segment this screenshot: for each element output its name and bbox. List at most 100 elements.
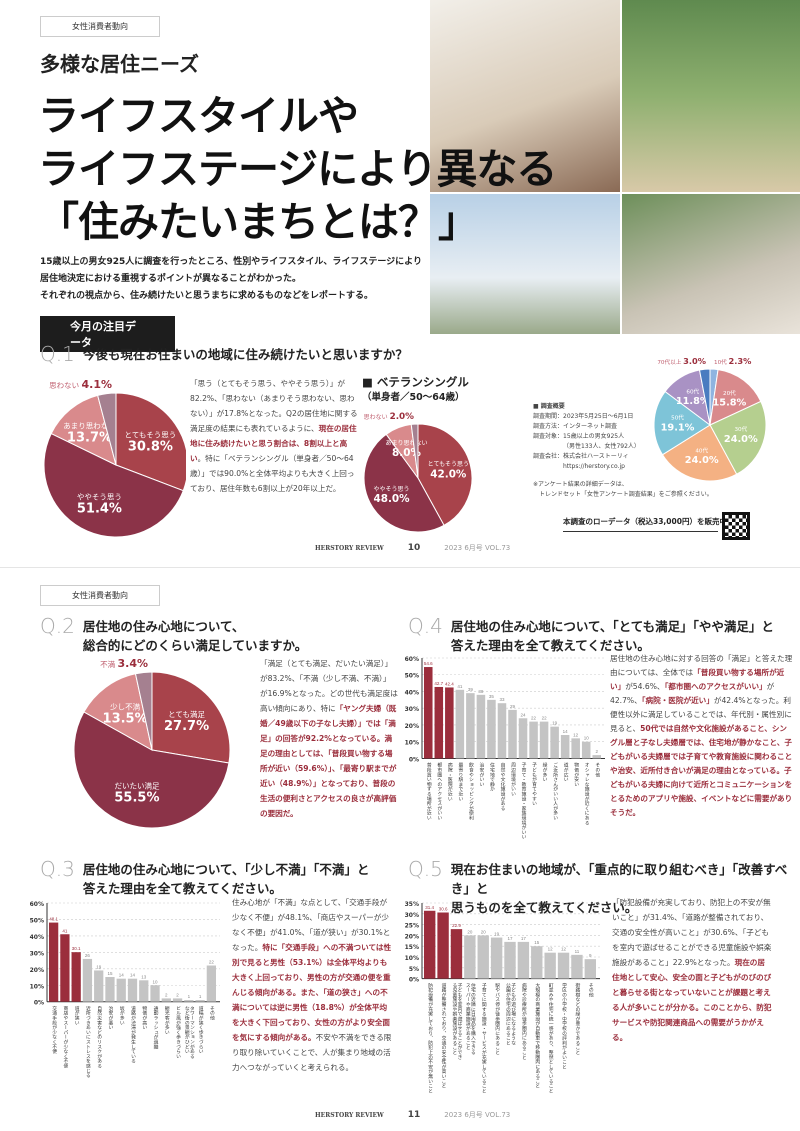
survey-link[interactable]: https://herstory.co.jp bbox=[563, 463, 625, 470]
bar-value-label: 1 bbox=[188, 994, 191, 999]
pie-value: 19.1% bbox=[661, 422, 695, 433]
bar-value-label: 54.6 bbox=[424, 661, 433, 666]
bar bbox=[584, 959, 596, 979]
x-category-label: 物価が高い bbox=[141, 1005, 146, 1030]
q3-body: 住み心地が「不満」な点として、「交通手段が少なく不便」が48.1%、「商店やスー… bbox=[232, 895, 392, 1075]
bar bbox=[139, 980, 149, 1002]
bar-value-label: 19 bbox=[96, 964, 102, 969]
bar-value-label: 22 bbox=[209, 960, 215, 965]
x-category-label: 治安がいい bbox=[478, 762, 483, 787]
title-line: 「住みたいまちとは？」 bbox=[38, 198, 479, 246]
x-category-label: 学区の小学校・中学校の評判がよいこと bbox=[561, 982, 566, 1070]
y-tick-label: 35% bbox=[405, 901, 419, 908]
question-text: 現在お住まいの地域が、「重点的に取り組むべき」「改善すべき」と bbox=[450, 862, 788, 896]
x-category-label: 普段買い物する場所が近い bbox=[426, 762, 431, 821]
bar bbox=[464, 935, 476, 979]
pie-value: 42.0% bbox=[430, 468, 467, 480]
y-tick-label: 60% bbox=[405, 656, 419, 663]
y-tick-label: 50% bbox=[30, 917, 44, 924]
y-tick-label: 10% bbox=[405, 740, 419, 747]
x-category-label: 子どもが育てやすい bbox=[531, 762, 536, 806]
q3-bar-chart: 0% 10% 20% 30% 40% 50% 60% 48.1 交通手段が少なく不便 41 商店やス… bbox=[30, 901, 220, 1078]
y-tick-label: 10% bbox=[30, 983, 44, 990]
pie-slice bbox=[43, 432, 184, 538]
pie-slice bbox=[709, 369, 762, 426]
bar-value-label: 14 bbox=[119, 973, 125, 978]
x-category-label: 防犯設備が充実しており、防犯上の不安が無いこと bbox=[427, 982, 432, 1094]
y-tick-label: 50% bbox=[405, 673, 419, 680]
x-category-label: る児童施設や娯楽施設があること bbox=[451, 983, 456, 1055]
survey-line: 調査方法：インターネット調査 bbox=[533, 423, 618, 430]
body-text: が42.4%となった。利便性以外に満足していることでは、年代別・属性別に見ると、 bbox=[610, 696, 792, 733]
bar-value-label: 2 bbox=[165, 992, 168, 997]
bar-value-label: 29 bbox=[510, 704, 516, 709]
bar bbox=[437, 912, 449, 979]
pie-label: あまり思わない bbox=[63, 422, 116, 431]
bar-value-label: 20 bbox=[467, 929, 473, 934]
bar-value-label: 14 bbox=[563, 729, 569, 734]
q3-heading: Q.3 居住地の住み心地について、「少し不満」「不満」と 答えた理由を全て教えてく… bbox=[40, 858, 369, 898]
bar-value-label: 24 bbox=[521, 712, 527, 717]
body-highlight: 特に「交通手段」への不満ついては性別で見ると男性（53.1%）は全体平均よりも大… bbox=[232, 943, 392, 1042]
x-category-label: 病院・医院が近い bbox=[447, 762, 452, 802]
x-category-label: 道路が整備されており、交通の安全性が高いこと bbox=[441, 982, 446, 1089]
body-highlight: 「ヤング夫婦（既婚／49歳以下の子なし夫婦）」では「満足」の回答が92.2%とな… bbox=[260, 704, 397, 818]
x-category-label: 都市圏へのアクセスがいい bbox=[436, 762, 441, 820]
y-tick-label: 20% bbox=[405, 723, 419, 730]
question-number: Q.4 bbox=[408, 614, 443, 638]
pie-label: 60代 bbox=[686, 387, 699, 395]
x-category-label: 子どもの遊び場になるような bbox=[510, 982, 515, 1046]
pie-value: 48.0% bbox=[374, 493, 411, 505]
qr-code-icon[interactable] bbox=[722, 512, 750, 540]
bar bbox=[477, 935, 489, 979]
x-category-label: 交通手段が少なく不便 bbox=[51, 1005, 56, 1055]
pie-slice bbox=[115, 392, 186, 492]
body-text: が42.7%、 bbox=[610, 682, 775, 705]
x-category-label: 近所づきあいにストレスを感じる bbox=[85, 1005, 90, 1078]
bar-value-label: 39 bbox=[468, 687, 474, 692]
footer-issue: 2023 6月号 VOL.73 bbox=[444, 1111, 511, 1119]
q5-bar-chart: 0% 5% 10% 15% 20% 25% 30% 35% 31.4 防犯設備が充実しており、防犯… bbox=[405, 901, 600, 1094]
x-category-label: 公園が住宅の周辺にあること bbox=[505, 983, 510, 1046]
x-category-label: 子どもを室内で遊ばせることができ bbox=[457, 982, 462, 1060]
x-category-label: 飲食やショッピングが便利 bbox=[468, 762, 473, 821]
pie-slice bbox=[97, 392, 117, 466]
bar bbox=[105, 977, 115, 1002]
y-tick-label: 40% bbox=[405, 689, 419, 696]
pie-value: 11.8% bbox=[676, 396, 710, 407]
bar bbox=[150, 985, 160, 1002]
bar-value-label: 22 bbox=[531, 716, 537, 721]
bar bbox=[184, 1000, 194, 1002]
x-category-label: 最寄り駅まで近い bbox=[457, 762, 462, 802]
x-category-label: 通勤ラッシュが過酷 bbox=[153, 1005, 158, 1050]
y-tick-label: 20% bbox=[405, 933, 419, 940]
bar bbox=[161, 998, 171, 1002]
raw-data-sale-link[interactable]: 本調査のローデータ（税込33,000円）を販売中 ▶ bbox=[563, 516, 735, 532]
bar-value-label: 12 bbox=[548, 947, 554, 952]
y-tick-label: 30% bbox=[30, 950, 44, 957]
bar bbox=[581, 741, 591, 759]
bar bbox=[539, 721, 549, 759]
q4-body: 居住地の住み心地に対する回答の「満足」と答えた理由については、全体では「普段買い… bbox=[610, 652, 794, 820]
bar bbox=[49, 922, 59, 1002]
pie-label: ややそう思う bbox=[374, 485, 410, 493]
bar bbox=[557, 952, 570, 979]
bar-value-label: 48.1 bbox=[49, 917, 58, 922]
q1-heading: Q.1 今後も現在お住まいの地域に住み続けたいと思いますか？ bbox=[40, 343, 408, 365]
bar bbox=[531, 946, 543, 979]
x-category-label: 商店やスーパーが少なく不便 bbox=[62, 1005, 67, 1070]
bar bbox=[487, 699, 496, 759]
bar-value-label: 30.1 bbox=[72, 946, 81, 951]
page-number: 11 bbox=[407, 1110, 421, 1120]
pie-slice bbox=[698, 368, 711, 426]
bar bbox=[571, 738, 580, 759]
bar-value-label: 2 bbox=[595, 749, 598, 754]
x-category-label: 自然や文化施設がある bbox=[499, 762, 504, 811]
veteran-title: ■ ベテランシングル bbox=[362, 375, 469, 389]
bar-value-label: 15 bbox=[534, 940, 540, 945]
footer-brand: HERSTORY REVIEW bbox=[315, 544, 384, 552]
q2-body: 「満足（とても満足、だいたい満足）」が83.2%、「不満（少し不満、不満）」が1… bbox=[260, 656, 398, 821]
page-subtitle: 多様な居住ニーズ bbox=[40, 52, 199, 76]
bar-value-label: 42.7 bbox=[434, 681, 443, 686]
